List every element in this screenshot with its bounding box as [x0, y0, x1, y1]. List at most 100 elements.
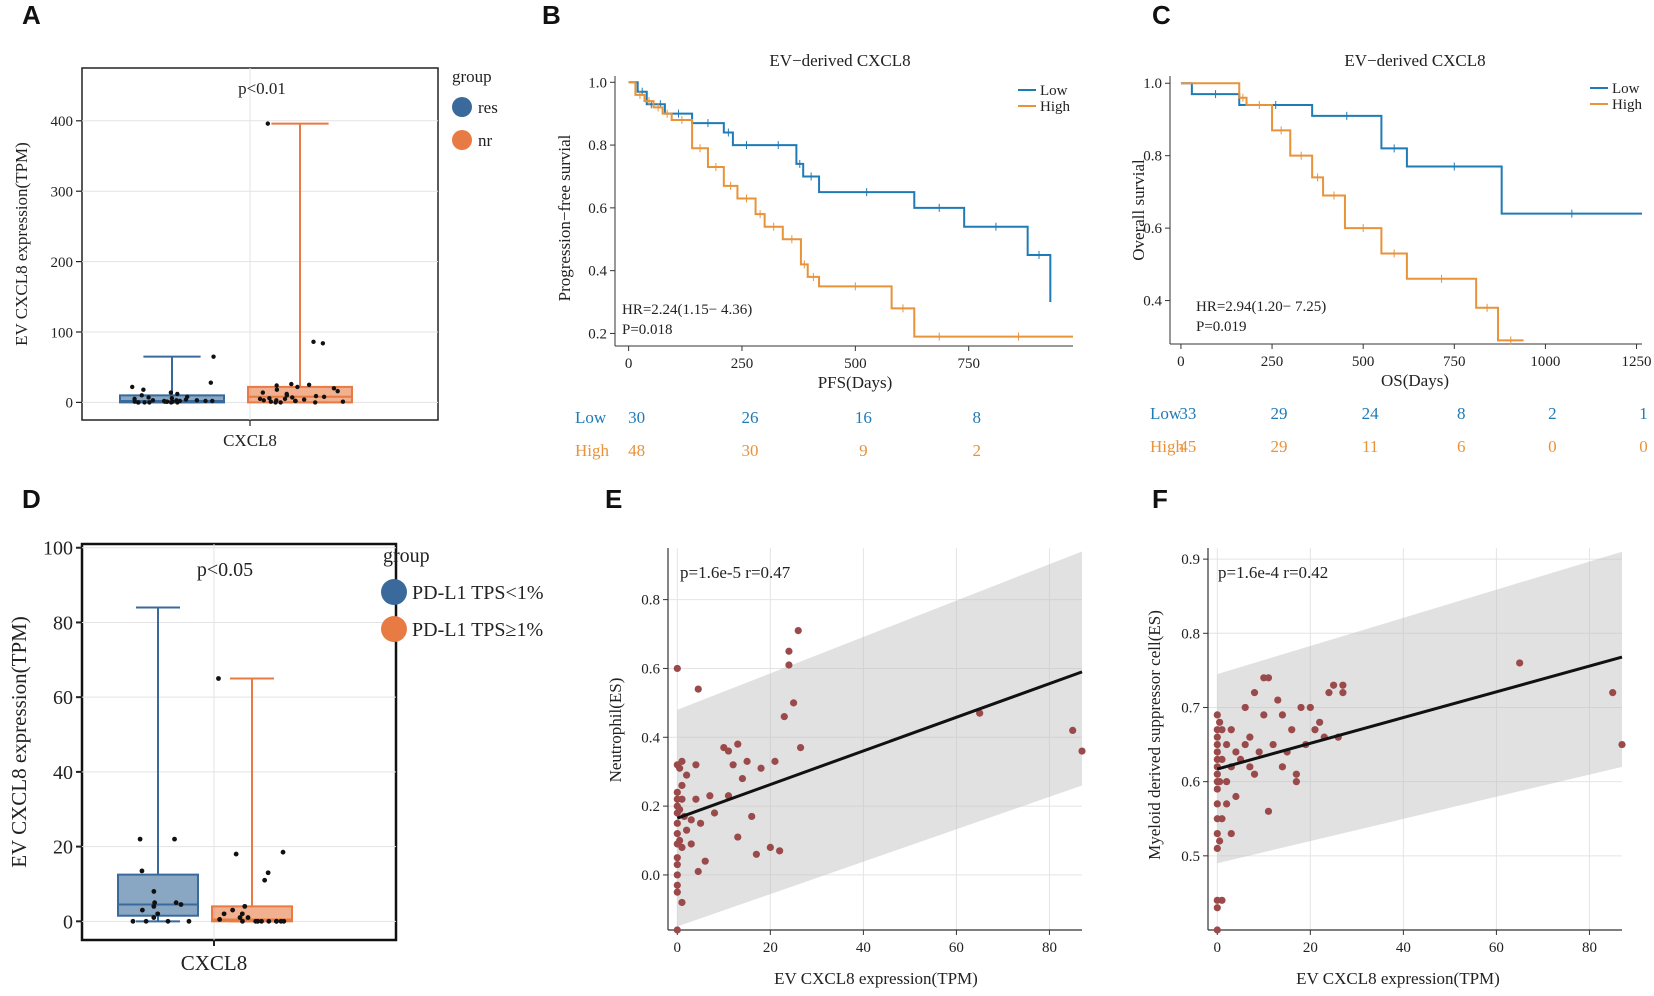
y-axis-label-e: Neutrophil(ES): [606, 678, 625, 783]
scatter-point: [673, 881, 681, 889]
data-point: [273, 400, 278, 405]
plot-background: [668, 548, 1082, 930]
scatter-point: [1216, 778, 1224, 786]
scatter-point: [1292, 770, 1300, 778]
y-tick-label: 0.8: [588, 138, 607, 154]
scatter-point: [789, 699, 798, 707]
scatter-point: [1325, 689, 1333, 697]
data-point: [301, 397, 307, 402]
x-tick-label-a: CXCL8: [223, 431, 277, 450]
data-point: [210, 398, 215, 404]
risk-row-label-low-b: Low: [575, 408, 607, 427]
survival-curves-b: [628, 81, 1073, 341]
axes-e: 0.0 0.2 0.4 0.6 0.8 0 20 40 60 80: [641, 548, 1082, 956]
y-tick-label: 20: [53, 837, 73, 859]
data-point: [178, 902, 184, 907]
scatter-point: [673, 664, 681, 673]
data-point: [268, 399, 274, 404]
data-point: [152, 900, 158, 906]
risk-value-high: 2: [972, 441, 981, 460]
y-tick-label: 40: [53, 762, 73, 784]
y-tick-label: 0.4: [588, 264, 607, 280]
scatter-point: [696, 819, 705, 827]
scatter-point: [1618, 740, 1626, 749]
legend-title-d: group: [383, 545, 430, 567]
data-point: [274, 918, 279, 924]
data-point: [216, 676, 221, 681]
y-axis-label-f: Myeloid derived suppressor cell(ES): [1145, 610, 1164, 860]
legend-entry-tps-high: PD-L1 TPS≥1%: [412, 619, 543, 641]
boxplots-d: [117, 606, 293, 924]
scatter-point: [673, 861, 681, 869]
scatter-point: [729, 761, 737, 769]
x-tick-label: 750: [1443, 354, 1466, 370]
scatter-point: [1292, 778, 1300, 786]
scatter-point: [1218, 755, 1226, 763]
x-tick-label: 500: [1352, 354, 1375, 370]
box-pd-l1-tps-1-: [117, 873, 199, 917]
scatter-point: [1227, 829, 1235, 838]
data-point: [142, 400, 147, 405]
scatter-point: [1297, 703, 1305, 712]
x-axis-label-c: OS(Days): [1381, 371, 1449, 390]
risk-value-low: 26: [741, 408, 758, 427]
scatter-point: [678, 898, 686, 907]
x-tick-label: 1250: [1622, 354, 1652, 370]
data-point: [311, 339, 316, 345]
risk-table-b: Low High 30 26 16 8 48 30 9 2: [575, 408, 981, 460]
y-tick-label: 0.6: [588, 201, 607, 217]
x-tick-label: 500: [844, 356, 867, 372]
scatter-point: [766, 843, 774, 852]
y-axis-a: 0 100 200 300 400: [51, 114, 251, 426]
data-point: [186, 918, 192, 924]
scatter-point: [1223, 740, 1231, 749]
legend-entry-nr: nr: [478, 131, 493, 150]
scatter-point: [673, 819, 681, 827]
legend-swatch-tps-low: [381, 579, 407, 605]
scatter-point: [724, 747, 733, 755]
data-point: [312, 400, 318, 405]
annotation-f: p=1.6e-4 r=0.42: [1218, 563, 1328, 582]
panel-label-f: F: [1152, 484, 1168, 514]
data-point: [177, 398, 183, 404]
risk-row-label-high-c: High: [1150, 437, 1185, 456]
x-tick-label: 750: [957, 356, 980, 372]
scatter-point: [673, 854, 681, 862]
x-tick-label: 250: [731, 356, 754, 372]
y-tick-label: 0.8: [641, 593, 660, 609]
scatter-point: [673, 788, 681, 796]
legend-entry-tps-low: PD-L1 TPS<1%: [412, 582, 543, 604]
scatter-point: [738, 774, 747, 783]
data-point: [203, 398, 208, 404]
data-point: [137, 836, 143, 842]
y-tick-label: 100: [51, 325, 74, 341]
scatter-point: [748, 812, 756, 821]
data-point: [130, 384, 135, 390]
scatter-point: [673, 871, 681, 879]
data-point: [173, 900, 179, 906]
scatter-point: [692, 795, 700, 803]
km-curve-high: [1180, 82, 1524, 342]
data-point: [230, 907, 236, 913]
data-point: [266, 918, 272, 924]
data-point: [280, 849, 286, 855]
scatter-point: [1213, 733, 1221, 741]
scatter-point: [757, 764, 765, 772]
x-tick-label: 60: [1489, 940, 1504, 956]
legend-swatch-res: [452, 97, 472, 117]
risk-value-low: 8: [972, 408, 981, 427]
data-point: [147, 400, 152, 405]
x-axis-label-b: PFS(Days): [818, 373, 893, 392]
plot-area-a: [81, 67, 439, 421]
data-point: [245, 915, 251, 920]
panel-e: E 0.0 0.2 0.4 0.6 0.8 0 20 40 60 80 p=1.6e-5 r=0.…: [605, 484, 1086, 988]
scatter-point: [1213, 844, 1221, 853]
x-axis-label-f: EV CXCL8 expression(TPM): [1296, 969, 1500, 988]
scatter-point: [1264, 674, 1273, 682]
y-tick-label: 0.2: [641, 799, 660, 815]
data-point: [141, 387, 146, 392]
scatter-point: [683, 771, 691, 779]
scatter-point: [1078, 747, 1086, 755]
scatter-point: [710, 809, 719, 817]
